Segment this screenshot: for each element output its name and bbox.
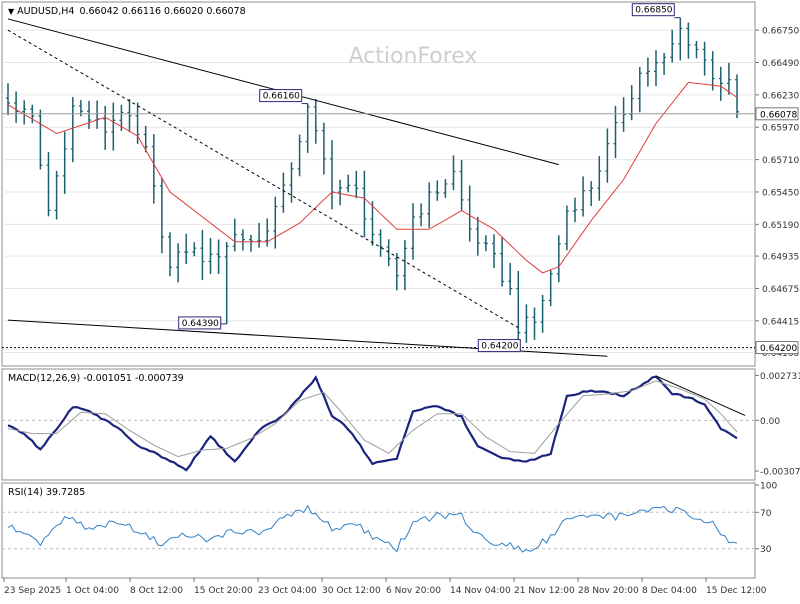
rsi-panel-frame (1, 482, 756, 579)
time-tick-label: 23 Sep 2025 (4, 586, 61, 596)
price-callout-label: 0.66160 (263, 92, 300, 102)
rsi-line (7, 504, 738, 553)
rsi-tick-label: 30 (760, 545, 772, 555)
time-tick-label: 15 Dec 12:00 (706, 586, 767, 596)
price-callout-box (259, 89, 303, 103)
time-tick-label: 15 Oct 20:00 (194, 586, 253, 596)
last-price-label: 0.66078 (760, 110, 797, 120)
rsi-panel (2, 504, 755, 553)
rsi-tick-label: 70 (760, 509, 772, 519)
price-panel: 0.66850 0.66160 0.64390 0.64200 (2, 3, 755, 357)
last-price-badge (755, 107, 799, 121)
rsi-title: RSI(14) 39.7285 (8, 487, 85, 498)
price-callout-label: 0.64200 (481, 342, 518, 352)
watermark: ActionForex (349, 44, 478, 69)
time-tick-label: 23 Oct 04:00 (258, 586, 317, 596)
time-tick-label: 30 Oct 12:00 (322, 586, 381, 596)
price-callout-box (477, 339, 521, 353)
rsi-tick-label: 100 (760, 482, 777, 492)
price-callout-box (178, 316, 222, 330)
price-callout-label: 0.64390 (182, 319, 219, 329)
grid-lines (2, 29, 755, 354)
support-level-badge (755, 341, 799, 355)
support-level-label: 0.64200 (760, 344, 797, 354)
price-tick-label: 0.64935 (762, 253, 799, 263)
time-tick-label: 28 Nov 20:00 (578, 586, 639, 596)
time-tick-label: 6 Nov 20:00 (386, 586, 441, 596)
time-tick-label: 14 Nov 04:00 (450, 586, 511, 596)
symbol-header: ▼ AUDUSD,H4 0.66042 0.66116 0.66020 0.6607… (8, 6, 246, 17)
moving-average-line (7, 81, 738, 274)
price-tick-label: 0.64675 (762, 285, 799, 295)
price-callout-box (631, 3, 675, 17)
price-tick-label: 0.65190 (762, 221, 799, 231)
price-tick-label: 0.66230 (762, 91, 799, 101)
price-tick-label: 0.64415 (762, 317, 799, 327)
time-tick-label: 8 Oct 12:00 (130, 586, 183, 596)
macd-signal-line (7, 380, 738, 458)
macd-tick-label: 0.00 (760, 417, 780, 427)
macd-tick-label: -0.003077 (760, 468, 800, 478)
price-tick-label: 0.65970 (762, 124, 799, 134)
macd-title: MACD(12,26,9) -0.001051 -0.000739 (8, 373, 184, 384)
price-tick-label: 0.65710 (762, 156, 799, 166)
macd-panel (2, 375, 755, 472)
axis-labels: 0.66750 0.66490 0.66230 0.65970 0.65710 0.654… (3, 27, 800, 596)
trendline (7, 29, 519, 329)
macd-trendline (655, 375, 746, 416)
time-tick-label: 1 Oct 04:00 (66, 586, 119, 596)
time-tick-label: 8 Dec 04:00 (642, 586, 697, 596)
price-callout-label: 0.66850 (635, 6, 672, 16)
price-tick-label: 0.66750 (762, 27, 799, 37)
price-tick-label: 0.66490 (762, 59, 799, 69)
time-tick-label: 21 Nov 12:00 (514, 586, 575, 596)
macd-tick-label: 0.002731 (760, 372, 800, 382)
price-tick-label: 0.65450 (762, 188, 799, 198)
